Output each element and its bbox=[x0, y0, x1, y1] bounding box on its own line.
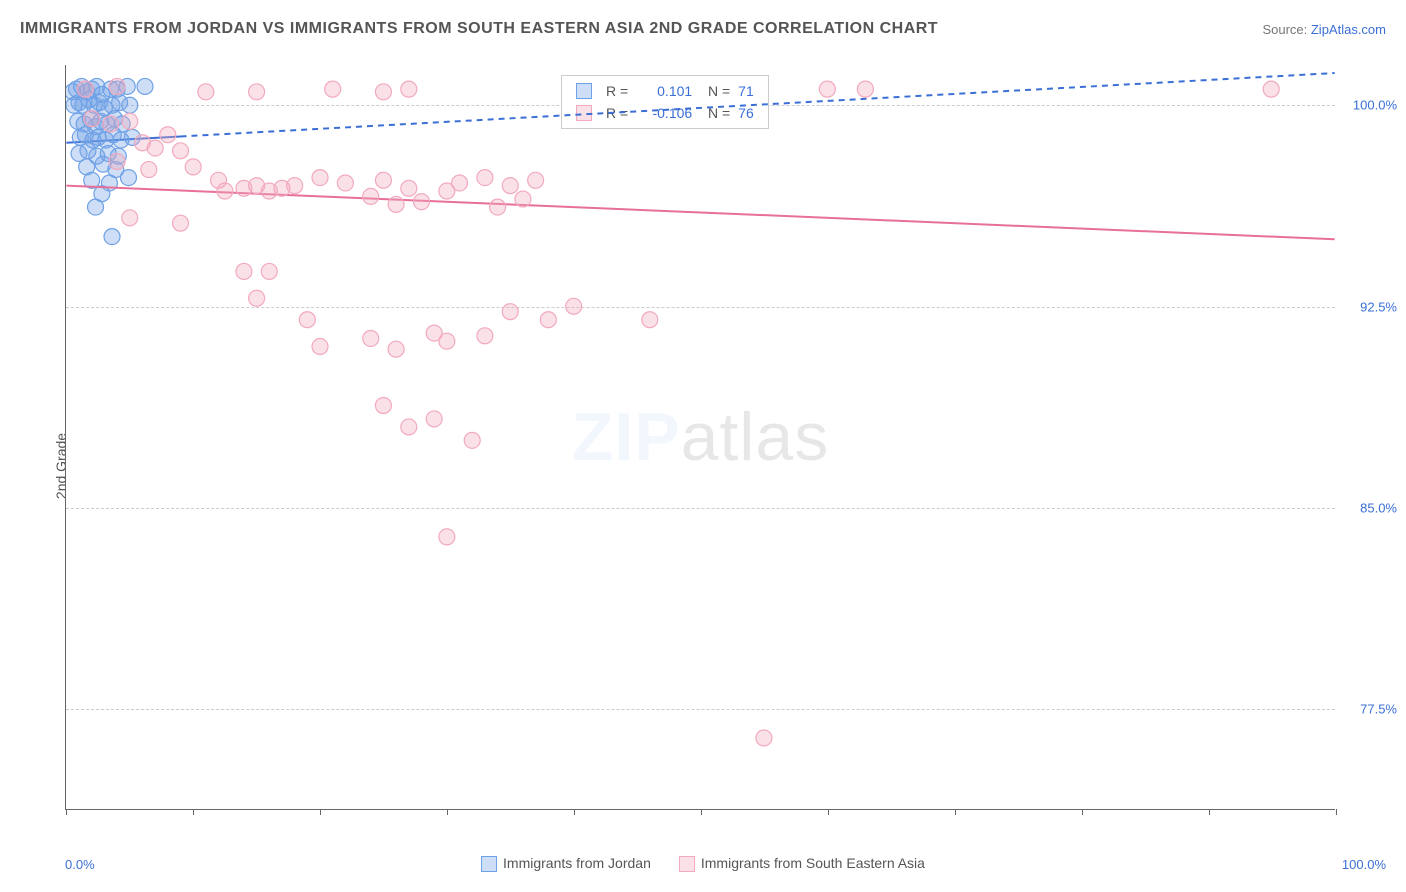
point-sea bbox=[198, 84, 214, 100]
point-sea bbox=[261, 263, 277, 279]
x-axis-min-label: 0.0% bbox=[65, 857, 95, 872]
point-sea bbox=[122, 113, 138, 129]
point-sea bbox=[388, 341, 404, 357]
point-sea bbox=[452, 175, 468, 191]
plot-region: ZIPatlas R = 0.101 N = 71 R = -0.106 N =… bbox=[65, 65, 1335, 810]
point-sea bbox=[147, 140, 163, 156]
point-sea bbox=[642, 312, 658, 328]
point-sea bbox=[363, 188, 379, 204]
legend-item-sea: Immigrants from South Eastern Asia bbox=[679, 855, 925, 872]
point-sea bbox=[388, 196, 404, 212]
point-sea bbox=[325, 81, 341, 97]
point-jordan bbox=[88, 199, 104, 215]
point-sea bbox=[185, 159, 201, 175]
point-sea bbox=[439, 529, 455, 545]
point-sea bbox=[84, 111, 100, 127]
point-sea bbox=[287, 178, 303, 194]
point-sea bbox=[299, 312, 315, 328]
point-sea bbox=[401, 81, 417, 97]
source-label: Source: ZipAtlas.com bbox=[1262, 22, 1386, 37]
x-tick-mark bbox=[828, 809, 829, 815]
point-sea bbox=[312, 339, 328, 355]
point-sea bbox=[77, 81, 93, 97]
legend-label-sea: Immigrants from South Eastern Asia bbox=[701, 855, 925, 871]
x-tick-mark bbox=[955, 809, 956, 815]
chart-title: IMMIGRANTS FROM JORDAN VS IMMIGRANTS FRO… bbox=[20, 20, 938, 38]
x-tick-mark bbox=[320, 809, 321, 815]
point-sea bbox=[477, 170, 493, 186]
chart-area: 2nd Grade ZIPatlas R = 0.101 N = 71 R = … bbox=[10, 50, 1396, 882]
legend-item-jordan: Immigrants from Jordan bbox=[481, 855, 651, 872]
point-jordan bbox=[121, 170, 137, 186]
point-sea bbox=[426, 411, 442, 427]
point-sea bbox=[375, 172, 391, 188]
point-sea bbox=[528, 172, 544, 188]
point-sea bbox=[375, 84, 391, 100]
point-sea bbox=[249, 84, 265, 100]
point-sea bbox=[1263, 81, 1279, 97]
chart-svg bbox=[66, 65, 1335, 809]
point-sea bbox=[464, 432, 480, 448]
swatch-jordan bbox=[481, 856, 497, 872]
source-link[interactable]: ZipAtlas.com bbox=[1311, 22, 1386, 37]
point-sea bbox=[312, 170, 328, 186]
point-sea bbox=[375, 398, 391, 414]
y-tick-label: 92.5% bbox=[1360, 299, 1397, 314]
point-sea bbox=[477, 328, 493, 344]
point-sea bbox=[756, 730, 772, 746]
point-sea bbox=[439, 333, 455, 349]
point-jordan bbox=[137, 78, 153, 94]
point-sea bbox=[566, 298, 582, 314]
x-axis-max-label: 100.0% bbox=[1342, 857, 1386, 872]
point-sea bbox=[490, 199, 506, 215]
point-sea bbox=[173, 215, 189, 231]
point-sea bbox=[540, 312, 556, 328]
x-tick-mark bbox=[1336, 809, 1337, 815]
y-tick-label: 77.5% bbox=[1360, 702, 1397, 717]
point-sea bbox=[502, 304, 518, 320]
point-sea bbox=[857, 81, 873, 97]
point-sea bbox=[109, 154, 125, 170]
point-sea bbox=[109, 78, 125, 94]
point-sea bbox=[413, 194, 429, 210]
x-tick-mark bbox=[447, 809, 448, 815]
y-tick-label: 100.0% bbox=[1353, 98, 1397, 113]
x-tick-mark bbox=[574, 809, 575, 815]
trend-line-dashed-jordan bbox=[180, 73, 1334, 136]
point-sea bbox=[401, 419, 417, 435]
x-tick-mark bbox=[193, 809, 194, 815]
point-jordan bbox=[122, 97, 138, 113]
point-sea bbox=[173, 143, 189, 159]
series-legend: Immigrants from Jordan Immigrants from So… bbox=[481, 855, 925, 872]
point-sea bbox=[160, 127, 176, 143]
x-tick-mark bbox=[701, 809, 702, 815]
point-jordan bbox=[104, 229, 120, 245]
point-sea bbox=[122, 210, 138, 226]
point-sea bbox=[401, 180, 417, 196]
swatch-sea bbox=[679, 856, 695, 872]
y-tick-label: 85.0% bbox=[1360, 500, 1397, 515]
point-sea bbox=[502, 178, 518, 194]
point-sea bbox=[819, 81, 835, 97]
point-sea bbox=[337, 175, 353, 191]
x-tick-mark bbox=[1209, 809, 1210, 815]
point-sea bbox=[236, 263, 252, 279]
point-sea bbox=[141, 162, 157, 178]
point-sea bbox=[103, 116, 119, 132]
point-sea bbox=[515, 191, 531, 207]
x-tick-mark bbox=[1082, 809, 1083, 815]
source-prefix: Source: bbox=[1262, 22, 1310, 37]
point-sea bbox=[363, 330, 379, 346]
x-tick-mark bbox=[66, 809, 67, 815]
point-sea bbox=[217, 183, 233, 199]
legend-label-jordan: Immigrants from Jordan bbox=[503, 855, 651, 871]
point-sea bbox=[249, 290, 265, 306]
